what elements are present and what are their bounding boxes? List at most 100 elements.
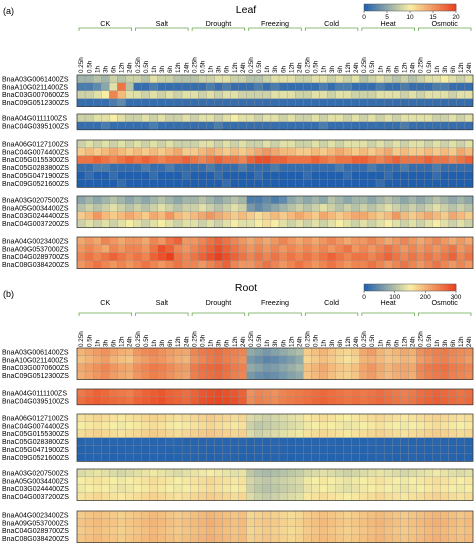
heatmap-cell <box>303 468 312 478</box>
heatmap-cell <box>93 534 102 543</box>
heatmap-cell <box>76 510 86 520</box>
heatmap-cell <box>190 413 199 423</box>
heatmap-cell <box>262 371 272 380</box>
heatmap-cell <box>206 236 215 246</box>
heatmap-cell <box>173 244 183 253</box>
heatmap-cell <box>303 347 312 357</box>
condition-labels-leaf: CK Salt Drought Freezing Cold Heat Osmotic <box>78 19 472 31</box>
panel-label-a: (a) <box>3 6 14 16</box>
heatmap-cell <box>93 355 102 364</box>
heatmap-cell <box>149 347 158 357</box>
heatmap-cell <box>319 396 328 405</box>
heatmap-cell <box>424 347 433 357</box>
heatmap-cell <box>157 82 167 91</box>
heatmap-cell <box>375 260 385 269</box>
heatmap-cell <box>359 203 369 212</box>
heatmap-cell <box>400 518 409 527</box>
heatmap-cell <box>84 139 94 149</box>
colorbar-step <box>424 284 427 291</box>
heatmap-cell <box>400 453 409 462</box>
heatmap-cell <box>286 468 296 478</box>
heatmap-cell <box>392 421 401 430</box>
heatmap-cell <box>238 236 247 246</box>
heatmap-cell <box>165 260 175 269</box>
colorbar-step <box>366 4 369 11</box>
heatmap-cell <box>222 421 231 430</box>
heatmap-cell <box>440 355 449 364</box>
heatmap-cell <box>173 113 183 123</box>
heatmap-cell <box>351 171 360 180</box>
heatmap-cell <box>408 476 417 485</box>
heatmap-cell <box>383 371 393 380</box>
colorbar-step <box>384 284 387 291</box>
heatmap-cell <box>432 510 441 520</box>
timepoint-label: 3h <box>102 65 109 73</box>
heatmap-cell <box>101 179 110 188</box>
heatmap-cell <box>327 82 336 91</box>
colorbar-step <box>376 284 379 291</box>
colorbar-step <box>386 284 389 291</box>
colorbar-step <box>412 284 415 291</box>
heatmap-cell <box>238 396 247 405</box>
heatmap-cell <box>327 510 336 520</box>
heatmap-cell <box>157 468 167 478</box>
heatmap-cell <box>93 219 102 228</box>
heatmap-cell <box>392 147 401 156</box>
heatmap-cell <box>448 518 457 527</box>
heatmap-cell <box>133 236 142 246</box>
heatmap-cell <box>432 429 441 438</box>
heatmap-cell <box>303 445 312 454</box>
heatmap-cell <box>206 355 215 364</box>
heatmap-cell <box>93 113 102 123</box>
heatmap-cell <box>181 355 191 364</box>
heatmap-cell <box>206 155 215 164</box>
heatmap-cell <box>198 468 207 478</box>
heatmap-cell <box>343 396 352 405</box>
heatmap-cell <box>408 211 417 220</box>
heatmap-cell <box>133 468 142 478</box>
gene-label: BnaA06G0127100ZS <box>2 141 69 148</box>
heatmap-cell <box>351 179 360 188</box>
heatmap-cell <box>383 355 393 364</box>
heatmap-cell <box>295 492 304 501</box>
heatmap-cell <box>230 421 239 430</box>
heatmap-cell <box>278 476 288 485</box>
heatmap-cell <box>375 347 385 357</box>
heatmap-cell <box>408 195 417 205</box>
heatmap-cell <box>206 468 215 478</box>
heatmap-cell <box>133 453 142 462</box>
heatmap-cell <box>464 421 474 430</box>
heatmap-cell <box>327 453 336 462</box>
heatmap-cell <box>351 371 360 380</box>
colorbar-step <box>416 4 419 11</box>
heatmap-cell <box>165 171 175 180</box>
heatmap-cell <box>165 90 175 99</box>
heatmap-cell <box>254 363 264 372</box>
heatmap-cell <box>254 437 264 446</box>
heatmap-cell <box>351 347 360 357</box>
heatmap-cell <box>408 453 417 462</box>
condition-bracket <box>248 312 302 316</box>
heatmap-cell <box>270 179 280 188</box>
heatmap-cell <box>109 453 118 462</box>
heatmap-cell <box>424 396 433 405</box>
heatmap-cell <box>416 113 425 123</box>
heatmap-cell <box>319 437 328 446</box>
heatmap-cell <box>351 421 360 430</box>
heatmap-cell <box>408 98 417 107</box>
heatmap-cell <box>198 396 207 405</box>
heatmap-cell <box>335 347 344 357</box>
heatmap-cell <box>133 510 142 520</box>
heatmap-cell <box>335 445 344 454</box>
heatmap-cell <box>117 260 126 269</box>
heatmap-cell <box>440 526 449 535</box>
heatmap-cell <box>149 195 158 205</box>
heatmap-cell <box>206 429 215 438</box>
heatmap-cell <box>303 219 312 228</box>
heatmap-cell <box>375 468 385 478</box>
heatmap-cell <box>109 526 118 535</box>
heatmap-cell <box>93 252 102 261</box>
heatmap-cell <box>214 252 223 261</box>
heatmap-cell <box>303 476 312 485</box>
panel-a-leaf: (a) Leaf 0 5 10 15 20 CK Salt Drought Freezing C… <box>2 3 474 269</box>
